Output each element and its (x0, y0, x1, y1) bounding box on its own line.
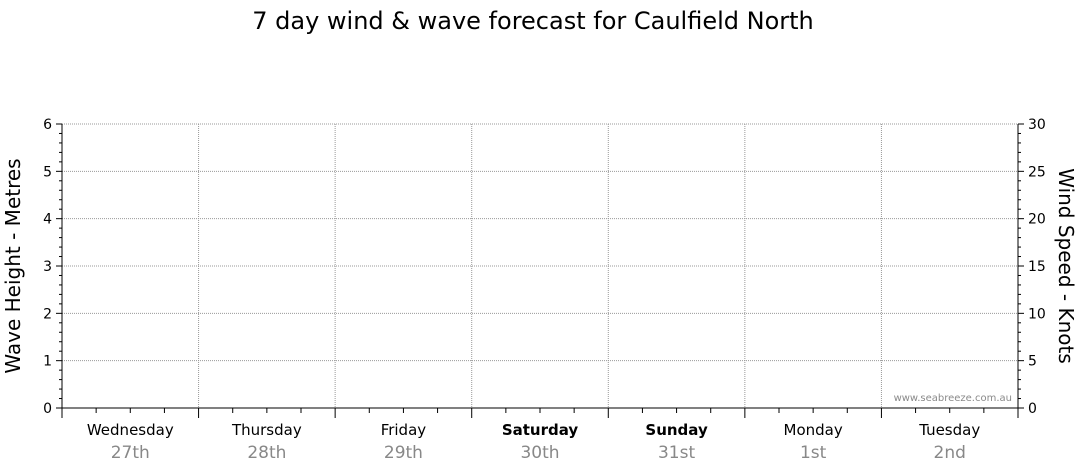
left-tick-label: 0 (43, 401, 52, 417)
date-label: 30th (520, 443, 559, 463)
axes (56, 123, 1024, 418)
day-label: Sunday (645, 421, 708, 439)
left-axis-title: Wave Height - Metres (1, 158, 25, 373)
left-tick-label: 4 (43, 212, 52, 228)
day-label: Wednesday (87, 421, 174, 439)
day-label: Thursday (231, 421, 302, 439)
date-label: 27th (111, 443, 150, 463)
day-label: Saturday (502, 421, 579, 439)
right-tick-label: 30 (1028, 117, 1046, 133)
right-tick-label: 5 (1028, 354, 1037, 370)
right-tick-label: 10 (1028, 306, 1046, 322)
date-label: 2nd (934, 443, 966, 463)
date-label: 28th (247, 443, 286, 463)
left-tick-label: 1 (43, 354, 52, 370)
right-axis-title: Wind Speed - Knots (1054, 168, 1078, 364)
left-tick-label: 5 (43, 164, 52, 180)
left-tick-label: 6 (43, 117, 52, 133)
chart-title: 7 day wind & wave forecast for Caulfield… (252, 7, 814, 35)
axis-labels: 0 1 2 3 4 5 6 0 5 10 15 20 25 30 Wednesday 27th Thursday… (43, 117, 1046, 463)
right-tick-label: 0 (1028, 401, 1037, 417)
day-label: Monday (784, 421, 843, 439)
left-tick-label: 3 (43, 259, 52, 275)
date-label: 31st (658, 443, 695, 463)
watermark: www.seabreeze.com.au (894, 393, 1012, 404)
left-tick-label: 2 (43, 306, 52, 322)
grid-lines (62, 123, 1018, 408)
day-label: Tuesday (918, 421, 980, 439)
date-label: 1st (800, 443, 827, 463)
day-label: Friday (381, 421, 427, 439)
date-label: 29th (384, 443, 423, 463)
right-tick-label: 25 (1028, 164, 1046, 180)
right-tick-label: 15 (1028, 259, 1046, 275)
right-tick-label: 20 (1028, 212, 1046, 228)
